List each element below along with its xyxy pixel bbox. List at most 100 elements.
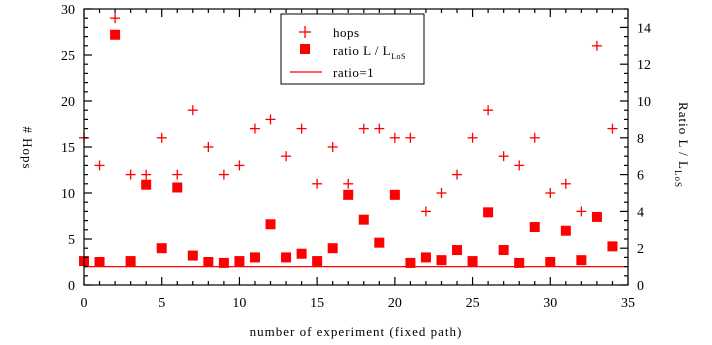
ratio-point xyxy=(94,257,105,267)
ratio-point xyxy=(281,252,292,263)
hops-point xyxy=(265,114,276,125)
ratio-point xyxy=(358,214,369,225)
ratio-point xyxy=(172,182,183,193)
ratio-point xyxy=(203,257,214,267)
x-axis-label: number of experiment (fixed path) xyxy=(250,324,463,339)
x-tick-label: 10 xyxy=(232,296,246,311)
y-right-tick-label: 14 xyxy=(637,21,651,36)
hops-point xyxy=(218,169,229,180)
y-right-tick-label: 4 xyxy=(637,205,644,220)
y-right-axis-label: Ratio L / LLoS xyxy=(673,102,691,188)
x-tick-label: 0 xyxy=(81,296,88,311)
y-left-axis-label: # Hops xyxy=(20,126,35,169)
ratio-point xyxy=(187,250,198,261)
ratio-point xyxy=(327,243,338,254)
hops-point xyxy=(514,160,525,171)
hops-point xyxy=(358,123,369,134)
ratio-point xyxy=(218,257,229,268)
hops-point xyxy=(498,151,509,162)
hops-point xyxy=(94,160,105,171)
hops-point xyxy=(545,188,556,198)
y-left-tick-label: 10 xyxy=(61,187,75,202)
hops-point xyxy=(312,178,323,189)
hops-point xyxy=(281,151,292,162)
x-tick-label: 25 xyxy=(466,296,480,311)
y-right-tick-label: 6 xyxy=(637,169,644,184)
ratio-point xyxy=(343,189,354,200)
hops-point xyxy=(343,178,354,189)
legend-label-hops: hops xyxy=(333,25,360,40)
hops-point xyxy=(327,142,338,152)
hops-point xyxy=(483,105,494,116)
ratio-point xyxy=(591,211,602,222)
legend-label-ratio: ratio L / LLoS xyxy=(333,43,406,61)
hops-point xyxy=(607,123,618,134)
legend-marker-square xyxy=(300,44,310,54)
y-right-tick-label: 12 xyxy=(637,58,651,73)
hops-point xyxy=(452,169,463,180)
hops-point xyxy=(203,142,214,152)
hops-point xyxy=(529,132,540,143)
hops-point xyxy=(436,188,447,198)
y-right-axis-label-main: Ratio L / L xyxy=(676,102,691,170)
ratio-point xyxy=(607,241,618,252)
ratio-point xyxy=(452,245,463,256)
ratio-point xyxy=(156,243,167,254)
ratio-point xyxy=(498,245,509,256)
ratio-point xyxy=(234,256,245,267)
y-left-tick-label: 15 xyxy=(61,141,75,156)
hops-point xyxy=(141,169,152,180)
legend-label-ratio-sub: LoS xyxy=(391,52,406,61)
hops-point xyxy=(296,123,307,134)
hops-point xyxy=(156,132,167,143)
hops-point xyxy=(576,206,587,217)
y-left-tick-label: 20 xyxy=(61,95,75,110)
plot-area xyxy=(79,13,628,268)
ratio-point xyxy=(141,179,152,190)
ratio-point xyxy=(374,237,385,248)
hops-point xyxy=(467,132,478,143)
y-left-tick-label: 0 xyxy=(68,279,75,294)
y-right-tick-label: 0 xyxy=(637,279,644,294)
hops-point xyxy=(125,169,136,180)
legend-marker-plus xyxy=(299,26,311,38)
ratio-point xyxy=(529,222,540,233)
ratio-point xyxy=(125,256,136,267)
ratio-point xyxy=(249,252,260,263)
x-tick-label: 30 xyxy=(543,296,557,311)
hops-point xyxy=(591,40,602,51)
x-tick-label: 15 xyxy=(310,296,324,311)
ratio-point xyxy=(420,252,431,263)
x-tick-label: 5 xyxy=(158,296,165,311)
ratio-point xyxy=(389,189,400,200)
hops-point xyxy=(234,160,245,171)
hops-point xyxy=(249,123,260,134)
ratio-point xyxy=(545,257,556,267)
y-right-axis-label-sub: LoS xyxy=(673,170,683,188)
ratio-point xyxy=(514,257,525,268)
x-tick-label: 35 xyxy=(621,296,635,311)
hops-point xyxy=(420,206,431,217)
y-right-tick-label: 8 xyxy=(637,132,644,147)
ratio-point xyxy=(312,256,323,267)
ratio-point xyxy=(560,225,571,236)
y-right-tick-label: 2 xyxy=(637,242,644,257)
legend-label-ratio-1: ratio=1 xyxy=(333,65,374,80)
ratio-point xyxy=(436,255,447,266)
hops-point xyxy=(172,169,183,180)
legend-label-ratio-main: ratio L / L xyxy=(333,43,391,58)
ratio-point xyxy=(576,255,587,266)
legend: hops ratio L / LLoS ratio=1 xyxy=(280,13,425,85)
x-tick-label: 20 xyxy=(388,296,402,311)
ratio-point xyxy=(483,207,494,218)
hops-point xyxy=(110,13,121,24)
ratio-point xyxy=(296,248,307,259)
hops-point xyxy=(560,178,571,189)
y-left-tick-label: 25 xyxy=(61,49,75,64)
hops-point xyxy=(187,105,198,116)
ratio-point xyxy=(467,256,478,267)
hops-point xyxy=(374,123,385,134)
ratio-point xyxy=(110,29,121,40)
